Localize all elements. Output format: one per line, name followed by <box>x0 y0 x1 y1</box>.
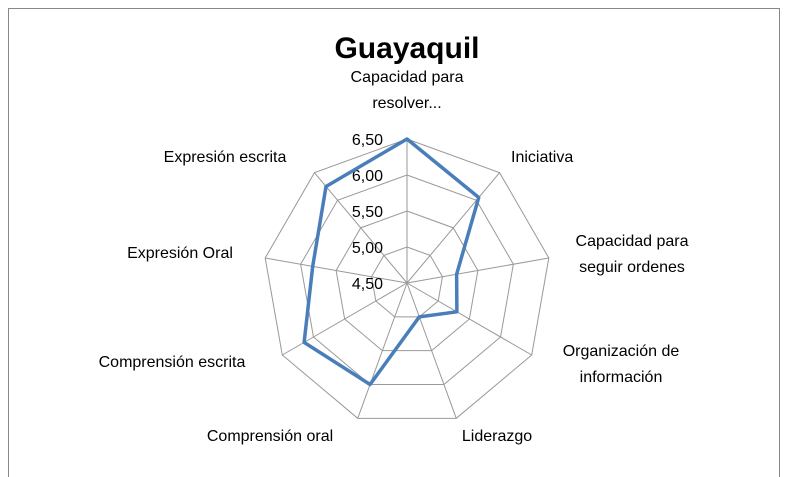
y-tick-label: 6,00 <box>352 168 383 185</box>
category-label-line: seguir ordenes <box>579 259 685 276</box>
grid-ring <box>371 246 443 318</box>
category-label-line: resolver... <box>372 95 441 112</box>
category-label: Comprensión escrita <box>99 354 246 371</box>
spoke <box>357 282 408 419</box>
chart-frame <box>8 8 780 477</box>
category-label: Iniciativa <box>511 149 573 166</box>
category-label: Comprensión oral <box>207 428 333 445</box>
spoke <box>265 257 408 284</box>
category-label: Capacidad para resolver... <box>351 69 464 112</box>
spoke <box>406 282 457 419</box>
category-label-line: Organización de <box>563 343 680 360</box>
category-label: Liderazgo <box>462 428 532 445</box>
spoke <box>406 172 500 284</box>
y-tick-label: 4,50 <box>352 276 383 293</box>
category-label: Capacidad para seguir ordenes <box>576 233 689 276</box>
spoke <box>406 257 549 284</box>
spoke <box>406 282 532 356</box>
category-label-line: información <box>580 369 663 386</box>
category-label: Expresión Oral <box>127 245 233 262</box>
y-tick-label: 6,50 <box>352 132 383 149</box>
spoke <box>314 172 408 284</box>
category-label: Expresión escrita <box>164 149 287 166</box>
series-line <box>302 137 481 387</box>
y-tick-label: 5,00 <box>352 240 383 257</box>
category-label-line: Capacidad para <box>351 69 464 86</box>
y-tick-label: 5,50 <box>352 204 383 221</box>
category-label-line: Capacidad para <box>576 233 689 250</box>
grid-ring <box>264 138 550 419</box>
category-label: Organización de información <box>563 343 680 386</box>
chart-title: Guayaquil <box>334 32 479 65</box>
